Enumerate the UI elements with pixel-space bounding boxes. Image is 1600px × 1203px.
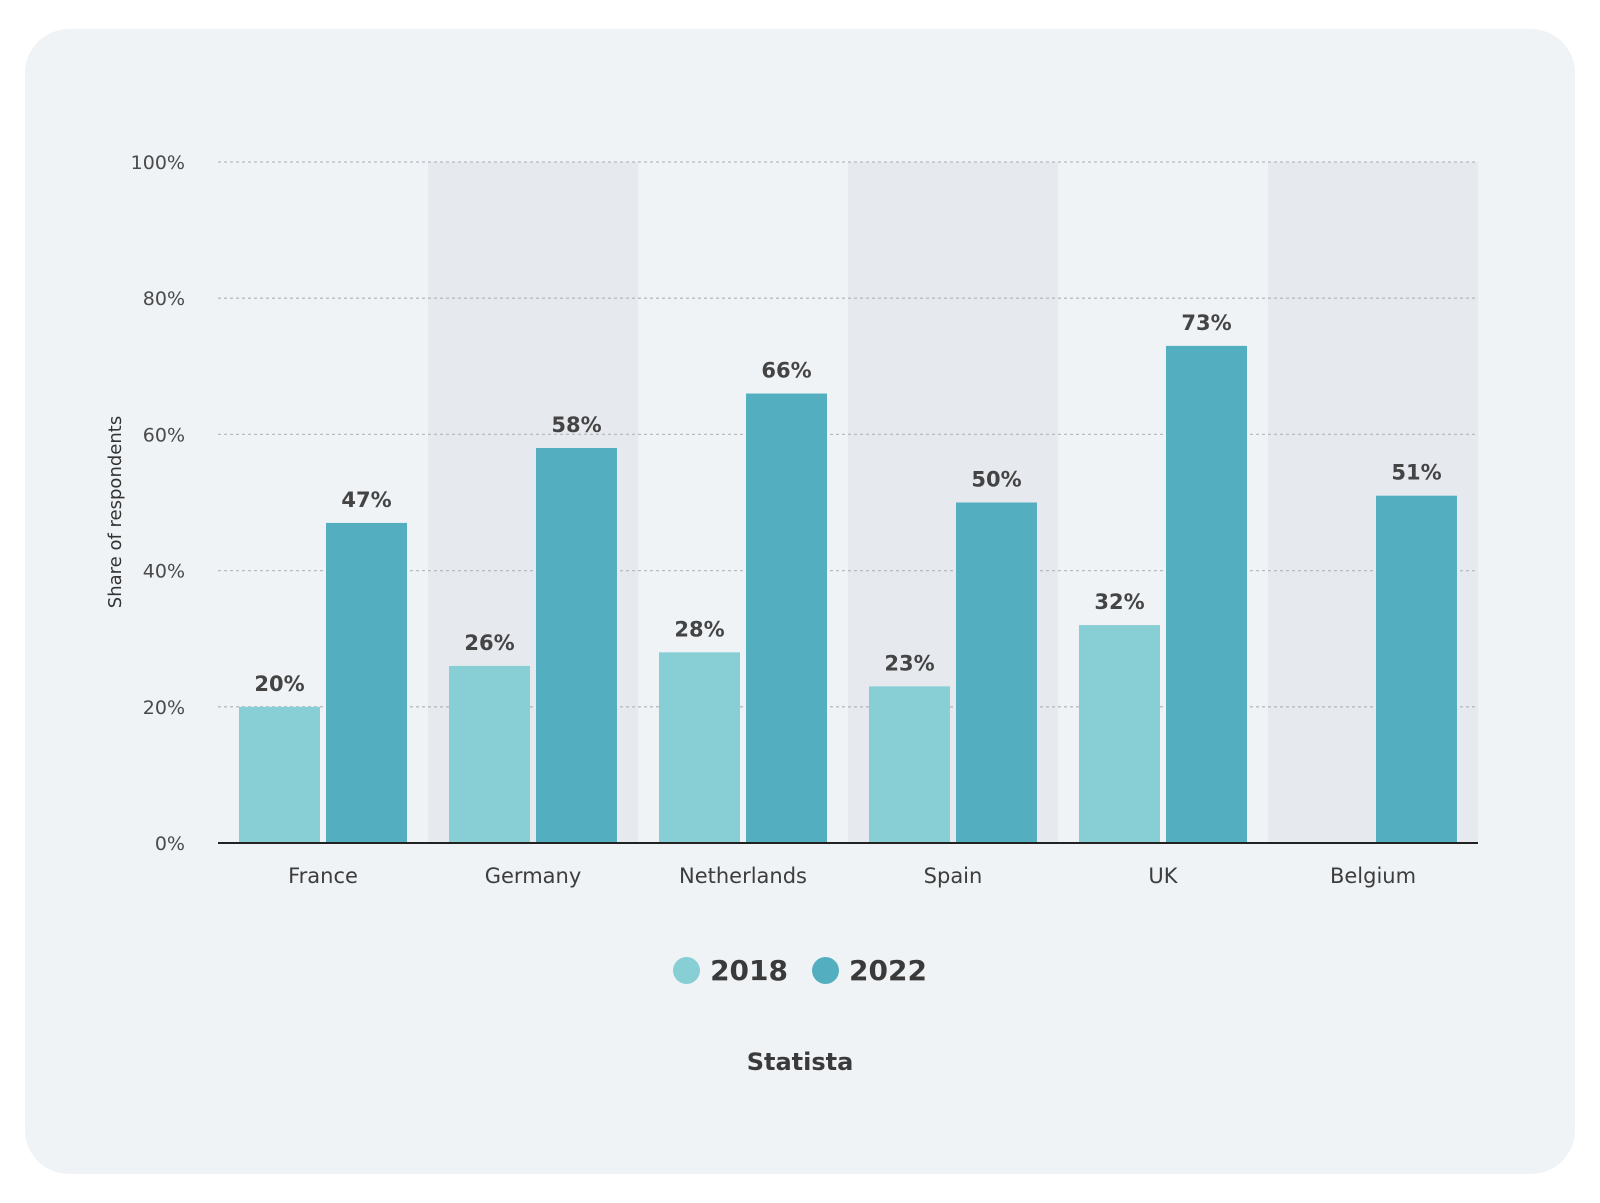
x-tick-label-germany: Germany bbox=[485, 864, 582, 888]
bar-france-2018 bbox=[239, 706, 320, 843]
bar-uk-2022 bbox=[1166, 345, 1247, 843]
legend-label-2022: 2022 bbox=[849, 953, 927, 987]
y-tick-label: 60% bbox=[143, 424, 185, 446]
legend-swatch-2018 bbox=[673, 956, 701, 984]
bar-belgium-2022 bbox=[1376, 495, 1457, 843]
data-label-germany-2018: 26% bbox=[464, 631, 514, 655]
source-label: Statista bbox=[746, 1048, 854, 1076]
data-label-uk-2018: 32% bbox=[1094, 590, 1144, 614]
x-tick-label-uk: UK bbox=[1148, 864, 1178, 888]
y-tick-label: 80% bbox=[143, 288, 185, 310]
data-label-spain-2022: 50% bbox=[971, 468, 1021, 492]
legend-label-2018: 2018 bbox=[710, 953, 788, 987]
y-axis-title: Share of respondents bbox=[105, 416, 126, 608]
legend: 2018 2022 bbox=[0, 950, 1600, 990]
x-tick-label-netherlands: Netherlands bbox=[679, 864, 807, 888]
bar-spain-2022 bbox=[956, 502, 1037, 843]
data-label-netherlands-2018: 28% bbox=[674, 617, 724, 641]
data-label-spain-2018: 23% bbox=[884, 651, 934, 675]
legend-swatch-2022 bbox=[812, 956, 839, 984]
bar-germany-2018 bbox=[449, 665, 530, 843]
bar-netherlands-2022 bbox=[746, 393, 827, 843]
bar-germany-2022 bbox=[536, 448, 617, 843]
y-tick-label: 0% bbox=[155, 833, 185, 855]
data-label-france-2018: 20% bbox=[254, 672, 304, 696]
y-tick-label: 100% bbox=[131, 152, 185, 174]
bar-france-2022 bbox=[326, 522, 407, 843]
legend-item-2018[interactable]: 2018 bbox=[673, 954, 788, 987]
data-label-uk-2022: 73% bbox=[1181, 311, 1231, 335]
x-tick-label-spain: Spain bbox=[924, 864, 983, 888]
data-label-germany-2022: 58% bbox=[551, 413, 601, 437]
data-label-france-2022: 47% bbox=[341, 488, 391, 512]
x-tick-label-france: France bbox=[288, 864, 358, 888]
bar-netherlands-2018 bbox=[659, 652, 740, 843]
y-tick-label: 40% bbox=[143, 561, 185, 583]
data-label-belgium-2022: 51% bbox=[1391, 461, 1441, 485]
x-tick-label-belgium: Belgium bbox=[1330, 864, 1416, 888]
bar-uk-2018 bbox=[1079, 625, 1160, 843]
bar-spain-2018 bbox=[869, 686, 950, 843]
data-label-netherlands-2022: 66% bbox=[761, 359, 811, 383]
y-tick-label: 20% bbox=[143, 697, 185, 719]
legend-item-2022[interactable]: 2022 bbox=[812, 954, 927, 987]
